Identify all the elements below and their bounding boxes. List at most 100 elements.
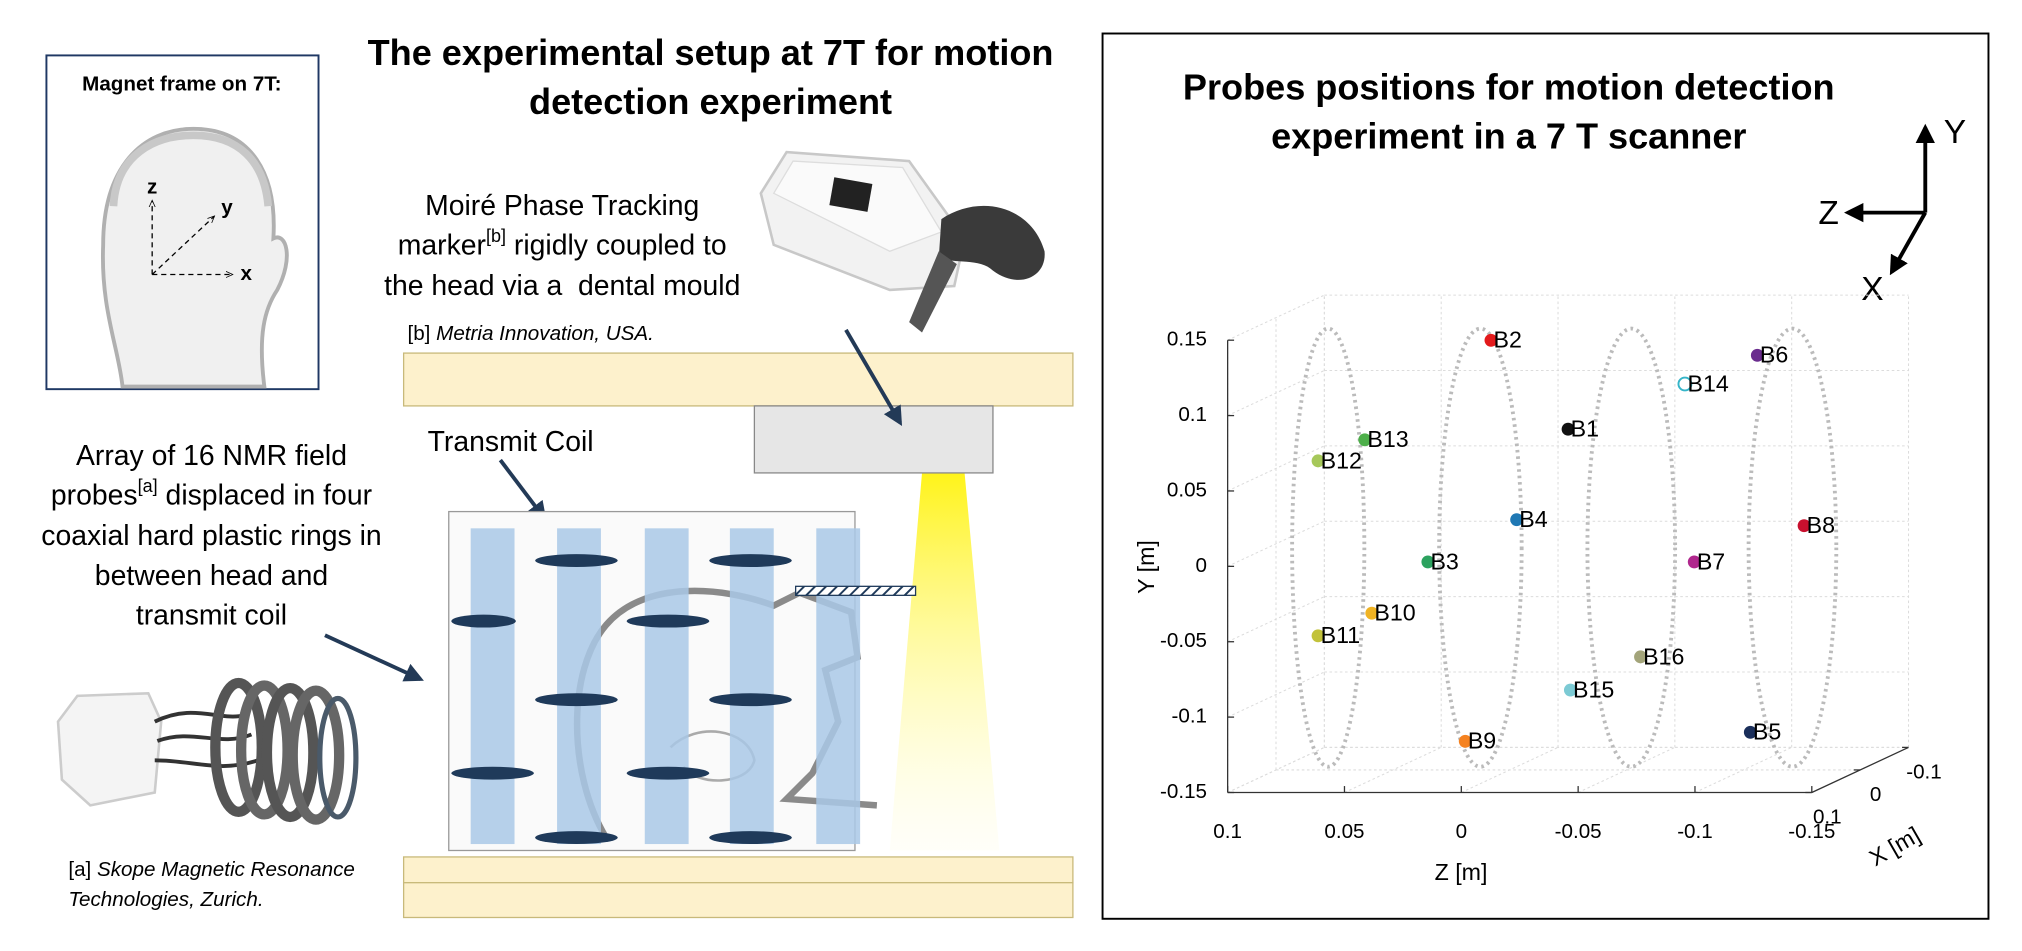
- footnote: Technologies, Zurich.: [68, 888, 263, 911]
- y-tick-label: -0.15: [1160, 780, 1207, 803]
- probe: [535, 554, 618, 567]
- point-label: B12: [1321, 447, 1362, 473]
- point-label: B3: [1430, 548, 1458, 574]
- bore-top: [402, 352, 1074, 407]
- array-text: between head and: [95, 560, 328, 592]
- probe: [709, 693, 792, 707]
- setup-title: detection experiment: [529, 81, 892, 122]
- marker-text: the head via a dental mould: [384, 270, 740, 302]
- ring-strip: [470, 528, 515, 845]
- point-label: B4: [1519, 506, 1547, 532]
- probe-point: [1484, 333, 1498, 347]
- axis-y: [151, 216, 214, 275]
- point-label: B11: [1321, 622, 1361, 648]
- point-label: B15: [1573, 676, 1614, 702]
- grid-line: [1577, 746, 1676, 793]
- text: [b]: [407, 322, 436, 345]
- probe: [709, 554, 792, 567]
- text: rigidly coupled to: [506, 230, 727, 262]
- probe-point: [1311, 454, 1325, 468]
- probe: [626, 766, 710, 780]
- ring-strip: [644, 528, 689, 845]
- probe-point: [1750, 348, 1764, 362]
- point-label: B1: [1571, 416, 1599, 442]
- probe: [535, 693, 618, 707]
- mould: [938, 205, 1045, 280]
- orientation-glyph: Y Z X: [1818, 114, 1966, 308]
- text: Metria Innovation, USA.: [436, 322, 654, 345]
- probe-point: [1421, 555, 1435, 569]
- superscript: [b]: [486, 226, 506, 246]
- point-label: B5: [1753, 719, 1781, 745]
- point-label: B9: [1468, 728, 1496, 754]
- probe: [451, 766, 534, 780]
- frame-title: Magnet frame on 7T:: [82, 73, 281, 96]
- point-label: B7: [1697, 548, 1725, 574]
- chart-title: Probes positions for motion detection: [1183, 67, 1835, 108]
- probe-point: [1797, 519, 1811, 533]
- arrow: [324, 633, 424, 682]
- z-tick-label: -0.05: [1555, 820, 1602, 843]
- y-tick-label: -0.05: [1160, 629, 1207, 652]
- text: marker: [398, 230, 486, 262]
- magnet-frame: Magnet frame on 7T: z y x: [45, 54, 320, 391]
- grid-line: [1344, 746, 1442, 793]
- x-tick-label: -0.1: [1906, 761, 1942, 784]
- ring-outline: [1290, 326, 1367, 769]
- probe-point: [1677, 376, 1693, 392]
- array-text: Array of 16 NMR field: [76, 440, 347, 472]
- y-axis-label: Y [m]: [1133, 540, 1159, 594]
- arrow: [498, 458, 547, 522]
- text: displaced in four: [158, 480, 372, 512]
- z-tick-label: 0.1: [1213, 820, 1242, 843]
- coil-label: Transmit Coil: [428, 426, 594, 458]
- probe-point: [1365, 606, 1379, 620]
- footnote: [a] Skope Magnetic Resonance: [68, 859, 355, 882]
- device-target: [829, 177, 873, 212]
- ring: [317, 695, 359, 820]
- marker-text: Moiré Phase Tracking: [425, 190, 699, 222]
- bore-bottom: [402, 882, 1074, 919]
- arrow: [844, 328, 903, 427]
- rings: [1290, 326, 1839, 769]
- ring-strip: [816, 528, 861, 845]
- ring-strip: [557, 528, 601, 845]
- connector-box: [56, 691, 163, 807]
- text: probes: [51, 480, 138, 512]
- z-axis-label: Z [m]: [1435, 859, 1488, 885]
- coil-diagram: [448, 510, 917, 852]
- ring-outline: [1746, 326, 1839, 769]
- y-tick-label: 0: [1196, 554, 1207, 577]
- orientation-label: Z: [1818, 195, 1838, 232]
- array-text: transmit coil: [136, 600, 287, 632]
- plot-panel: [1101, 32, 1990, 920]
- probe-point: [1634, 650, 1647, 664]
- probe-point: [1458, 734, 1472, 748]
- grid-line: [1227, 294, 1325, 341]
- z-tick-label: 0.05: [1324, 820, 1364, 843]
- mould-bar: [795, 585, 917, 596]
- y-tick-label: 0.05: [1167, 478, 1207, 501]
- superscript: [a]: [138, 476, 158, 496]
- point-label: B2: [1494, 327, 1522, 353]
- ring: [287, 685, 345, 825]
- y-tick-label: -0.1: [1171, 705, 1207, 728]
- point-label: B13: [1367, 426, 1408, 452]
- ring-outline: [1437, 326, 1524, 769]
- chart-title: experiment in a 7 T scanner: [1271, 116, 1746, 157]
- array-text: coaxial hard plastic rings in: [41, 520, 381, 552]
- camera-beam: [889, 472, 1000, 851]
- point-label: B6: [1760, 342, 1788, 368]
- point-label: B16: [1643, 643, 1684, 669]
- ring: [210, 677, 267, 817]
- probe-point: [1743, 725, 1757, 739]
- text: Skope Magnetic Resonance: [97, 859, 355, 882]
- ring-strip: [729, 528, 774, 845]
- probe-point: [1563, 683, 1577, 697]
- point-label: B14: [1687, 370, 1728, 396]
- y-tick-label: 0.15: [1167, 328, 1207, 351]
- probe-array-photo: [56, 677, 359, 825]
- probe-point: [1311, 629, 1325, 643]
